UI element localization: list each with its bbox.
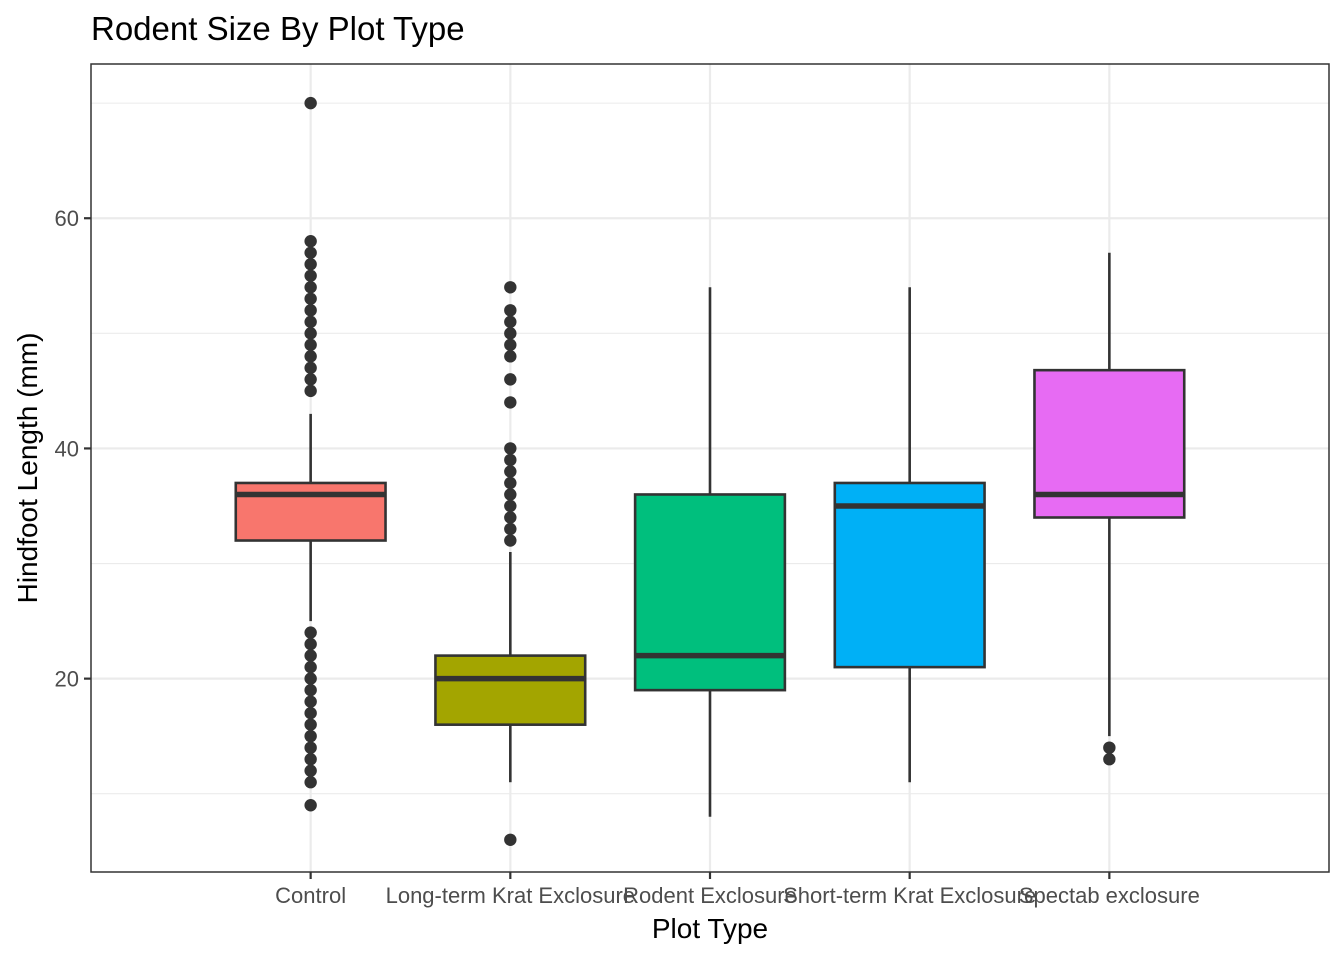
outlier-point xyxy=(304,683,317,697)
outlier-point xyxy=(504,522,517,536)
outlier-point xyxy=(304,695,317,708)
outlier-point xyxy=(504,511,517,524)
outlier-point xyxy=(304,350,317,363)
outlier-point xyxy=(304,637,317,651)
outlier-point xyxy=(304,246,317,259)
x-tick-label: Long-term Krat Exclosure xyxy=(386,883,635,908)
outlier-point xyxy=(304,235,317,248)
outlier-point xyxy=(304,258,317,271)
outlier-point xyxy=(504,338,517,352)
outlier-point xyxy=(504,465,517,478)
outlier-point xyxy=(504,453,517,467)
outlier-point xyxy=(304,373,317,386)
outlier-point xyxy=(304,672,317,685)
box-2 xyxy=(434,281,587,846)
outlier-point xyxy=(504,396,517,409)
outlier-point xyxy=(304,281,317,294)
box-4 xyxy=(833,287,986,783)
outlier-point xyxy=(304,304,317,317)
outlier-point xyxy=(304,626,317,639)
outlier-point xyxy=(304,649,317,662)
outlier-point xyxy=(304,706,317,720)
outlier-point xyxy=(304,96,317,110)
plot-panel: 20 40 60 Control Long-term Krat ExclosureRod… xyxy=(55,63,1330,908)
outlier-point xyxy=(304,799,317,812)
outlier-point xyxy=(504,534,517,547)
outlier-point xyxy=(304,269,317,282)
box-body xyxy=(234,481,387,542)
outlier-point xyxy=(504,499,517,513)
outlier-point xyxy=(504,315,517,329)
outlier-point xyxy=(504,304,517,317)
y-tick-label: 40 xyxy=(55,436,79,461)
outlier-point xyxy=(304,718,317,731)
box-body xyxy=(833,481,986,669)
chart-title: Rodent Size By Plot Type xyxy=(91,10,465,47)
outlier-point xyxy=(304,753,317,766)
y-axis-title: Hindfoot Length (mm) xyxy=(12,333,43,604)
x-tick-label: Short-term Krat Exclosure xyxy=(783,883,1036,908)
y-tick-label: 20 xyxy=(55,667,79,692)
box-body xyxy=(633,493,787,692)
outlier-point xyxy=(1103,753,1116,766)
box-5 xyxy=(1033,252,1186,766)
outlier-point xyxy=(304,292,317,306)
outlier-point xyxy=(304,660,317,674)
box-body xyxy=(434,654,587,726)
outlier-point xyxy=(504,488,517,501)
outlier-point xyxy=(504,833,517,846)
outlier-point xyxy=(304,361,317,375)
x-tick-label: Control xyxy=(275,883,346,908)
outlier-point xyxy=(504,373,517,386)
x-tick-label: Rodent Exclosure xyxy=(623,883,797,908)
outlier-point xyxy=(1103,741,1116,754)
outlier-point xyxy=(304,764,317,777)
outlier-point xyxy=(304,741,317,754)
outlier-point xyxy=(504,442,517,455)
outlier-point xyxy=(304,776,317,789)
box-3 xyxy=(633,287,787,817)
outlier-point xyxy=(504,327,517,340)
outlier-point xyxy=(304,315,317,329)
outlier-point xyxy=(504,476,517,490)
outlier-point xyxy=(304,338,317,352)
outlier-point xyxy=(504,350,517,363)
outlier-point xyxy=(304,327,317,340)
x-axis-title: Plot Type xyxy=(652,913,768,944)
x-tick-label: Spectab exclosure xyxy=(1019,883,1200,908)
outlier-point xyxy=(504,281,517,294)
y-tick-label: 60 xyxy=(55,206,79,231)
outlier-point xyxy=(304,729,317,743)
box-1 xyxy=(234,96,387,812)
outlier-point xyxy=(304,384,317,398)
